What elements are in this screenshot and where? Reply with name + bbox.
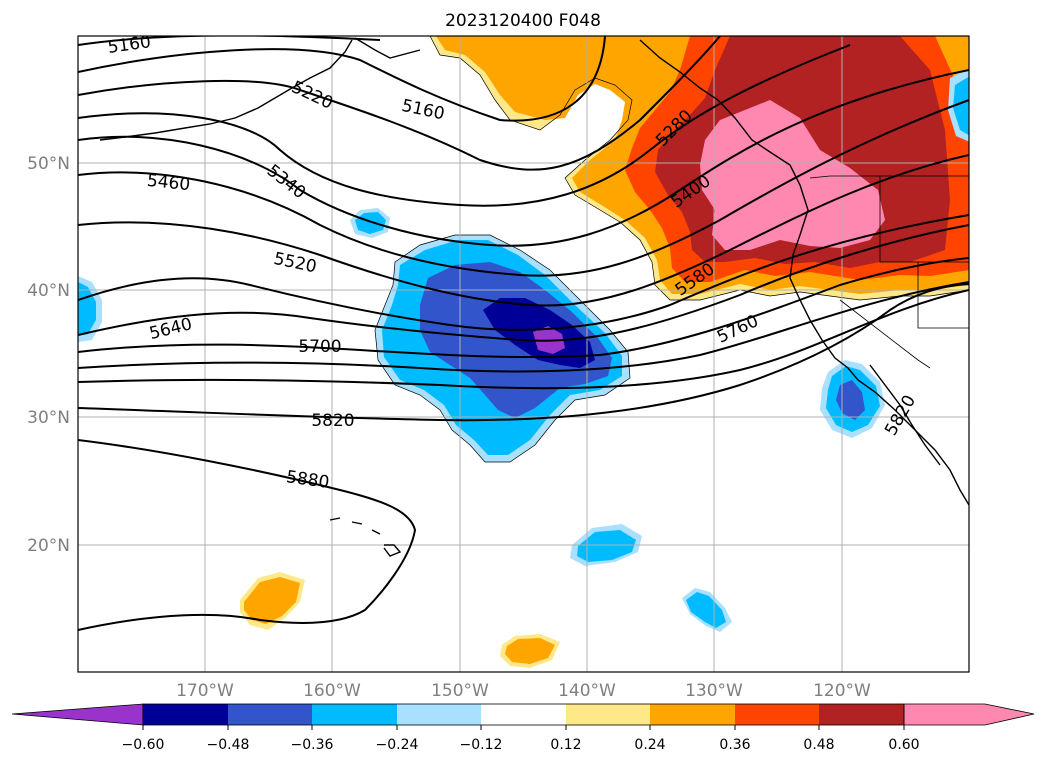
small-anomaly-patches	[78, 68, 969, 668]
colorbar-segment	[481, 704, 566, 725]
colorbar-segment	[397, 704, 481, 725]
colorbar-segment	[650, 704, 735, 725]
map-title: 2023120400 F048	[445, 11, 601, 31]
colorbar-min-extension	[11, 703, 144, 726]
latitude-labels: 50°N 40°N 30°N 20°N	[27, 154, 70, 556]
colorbar-segment	[143, 704, 228, 725]
colorbar-tick-label: −0.60	[122, 737, 165, 753]
colorbar-tick-label: 0.12	[550, 737, 581, 753]
colorbar-tick-label: −0.24	[376, 737, 419, 753]
lon-label: 150°W	[431, 681, 489, 701]
colorbar-segment	[566, 704, 650, 725]
colorbar-segment	[312, 704, 397, 725]
contour-label: 5820	[311, 411, 354, 431]
colorbar-tick-label: 0.24	[634, 737, 665, 753]
colorbar-segment	[819, 704, 904, 725]
contour-label: 5460	[146, 171, 191, 195]
lon-label: 160°W	[303, 681, 361, 701]
lat-label: 50°N	[27, 154, 70, 174]
colorbar: −0.60 −0.48 −0.36 −0.24 −0.12 0.12 0.24 …	[11, 703, 1035, 753]
colorbar-max-extension	[903, 703, 1035, 726]
colorbar-tick-label: −0.36	[291, 737, 334, 753]
lon-label: 140°W	[558, 681, 616, 701]
map-frame	[77, 35, 970, 673]
lon-label: 120°W	[813, 681, 871, 701]
colorbar-tick-label: 0.36	[719, 737, 750, 753]
lon-label: 170°W	[176, 681, 234, 701]
longitude-labels: 170°W 160°W 150°W 140°W 130°W 120°W	[176, 681, 871, 701]
positive-anomaly-region	[429, 36, 969, 301]
colorbar-tick-label: −0.48	[207, 737, 250, 753]
colorbar-tick-label: −0.12	[460, 737, 503, 753]
colorbar-segment	[228, 704, 312, 725]
colorbar-tick-label: 0.48	[803, 737, 834, 753]
lat-label: 30°N	[27, 408, 70, 428]
lat-label: 20°N	[27, 536, 70, 556]
lat-label: 40°N	[27, 281, 70, 301]
contour-label: 5700	[298, 337, 341, 357]
grid-lines	[78, 36, 969, 672]
colorbar-segment	[735, 704, 819, 725]
height-contours	[78, 36, 969, 631]
colorbar-tick-label: 0.60	[888, 737, 919, 753]
map-area: 5160 5220 5160 5340 5460 5520 5640 5700 …	[78, 32, 969, 672]
contour-label: 5160	[106, 32, 152, 58]
lon-label: 130°W	[685, 681, 743, 701]
